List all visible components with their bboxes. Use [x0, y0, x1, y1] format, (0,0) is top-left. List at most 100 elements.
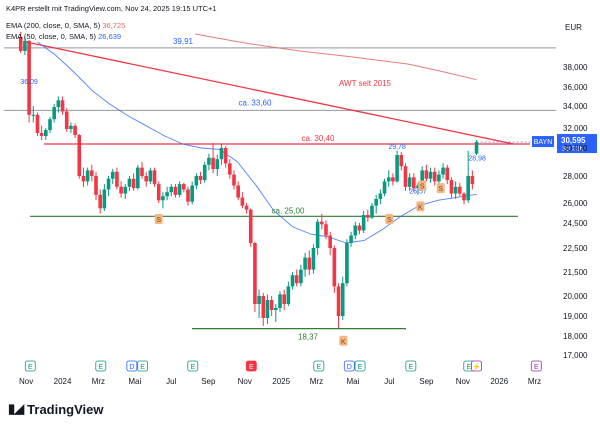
candle-body: [269, 300, 274, 310]
candle-body: [211, 157, 215, 169]
candle-body: [432, 171, 437, 182]
candle-body: [18, 37, 23, 51]
event-badge: [530, 360, 542, 372]
candle-body: [190, 185, 194, 202]
event-label: E: [316, 364, 321, 371]
ema50-legend[interactable]: EMA (50, close, 0, SMA, 5) 26,639: [6, 32, 121, 41]
y-tick-label: 38,000: [563, 63, 588, 72]
candle-body: [248, 209, 253, 243]
marker-label: S: [156, 217, 161, 224]
candle-body: [257, 296, 261, 304]
candle-body: [223, 148, 228, 164]
tradingview-wordmark: TradingView: [27, 401, 104, 417]
candle-body: [35, 114, 40, 133]
candle-body: [102, 189, 107, 209]
ema200-label: EMA (200, close, 0, SMA, 5): [6, 21, 101, 30]
candle-body: [378, 193, 383, 199]
y-tick-label: 22,500: [563, 244, 588, 253]
event-badge: [354, 360, 366, 372]
candle-body: [161, 196, 165, 201]
candle-body: [215, 159, 220, 169]
candle-body: [265, 300, 270, 318]
candle-body: [228, 163, 232, 175]
candle-body: [474, 142, 479, 154]
candle-body: [56, 100, 61, 108]
candle-body: [399, 155, 404, 167]
price-label: 26,57: [409, 188, 427, 195]
y-tick-label: 26,000: [563, 199, 588, 208]
ema50-value: 26,639: [98, 32, 122, 41]
ema50-label: EMA (50, close, 0, SMA, 5): [6, 32, 97, 41]
marker-badge: [385, 214, 394, 224]
y-tick-label: 20,000: [563, 292, 588, 301]
candle-body: [60, 100, 65, 112]
candle-body: [340, 283, 345, 316]
candle-body: [428, 171, 433, 179]
indicator-lines: AWT seit 2015: [25, 33, 514, 244]
candle-body: [366, 215, 370, 218]
candle-body: [307, 257, 312, 270]
y-tick-label: 19,000: [563, 312, 588, 321]
candle-body: [165, 192, 169, 197]
y-tick-label: 30,000: [563, 144, 588, 153]
candle-body: [64, 111, 69, 129]
candle-body: [152, 170, 157, 185]
level-label: ca. 30,40: [302, 134, 335, 143]
x-tick-label: Sep: [201, 377, 216, 386]
candle-body: [81, 176, 86, 182]
candle-body: [286, 286, 291, 304]
event-badge: [343, 360, 355, 372]
candle-body: [48, 119, 52, 130]
ema200-value: 36,725: [102, 21, 126, 30]
candle-body: [336, 286, 341, 316]
event-label: E: [28, 364, 33, 371]
event-markers: E E D E E E E D E E E ⚡ E: [24, 360, 542, 372]
event-badge: [405, 360, 417, 372]
candle-body: [282, 294, 286, 304]
candle-body: [412, 177, 416, 189]
price-label: 28,98: [468, 155, 486, 162]
candle-body: [386, 177, 391, 182]
candle-body: [391, 177, 395, 182]
event-label: ⚡: [472, 362, 481, 371]
level-label: 18,37: [298, 333, 319, 342]
candle-body: [77, 135, 82, 176]
level-label: ca. 25,00: [272, 206, 305, 215]
candle-body: [169, 186, 174, 193]
candle-body: [198, 176, 203, 181]
marker-badge: [339, 335, 348, 346]
candle-body: [303, 257, 307, 270]
tradingview-logo[interactable]: ▮◢ TradingView: [8, 401, 104, 417]
event-badge: [137, 360, 148, 372]
x-tick-label: Jul: [384, 377, 394, 386]
candle-body: [395, 155, 399, 182]
event-badge: [95, 360, 107, 372]
x-tick-label: Nov: [19, 377, 33, 386]
price-label: 36,09: [20, 79, 38, 86]
candle-body: [207, 157, 211, 165]
event-label: E: [466, 364, 471, 371]
event-label: E: [98, 364, 103, 371]
marker-badge: [436, 183, 445, 194]
event-label: E: [140, 364, 145, 371]
candle-body: [202, 164, 207, 181]
event-badge: [24, 360, 36, 372]
y-tick-label: 21,500: [563, 268, 588, 277]
candle-body: [177, 184, 182, 195]
y-tick-label: 24,500: [563, 219, 588, 228]
y-tick-label: 36,000: [563, 83, 588, 92]
candle-body: [420, 170, 424, 186]
y-tick-label: 34,000: [563, 102, 588, 111]
candle-body: [119, 186, 123, 194]
candle-body: [416, 185, 420, 189]
candle-body: [44, 130, 48, 136]
ema200-legend[interactable]: EMA (200, close, 0, SMA, 5) 36,725: [6, 21, 125, 30]
x-tick-label: Jul: [166, 377, 176, 386]
ema200-line: [195, 33, 477, 81]
x-tick-label: Mrz: [92, 377, 105, 386]
event-badge: [245, 360, 257, 372]
candle-body: [445, 167, 450, 181]
candle-body: [462, 193, 466, 201]
